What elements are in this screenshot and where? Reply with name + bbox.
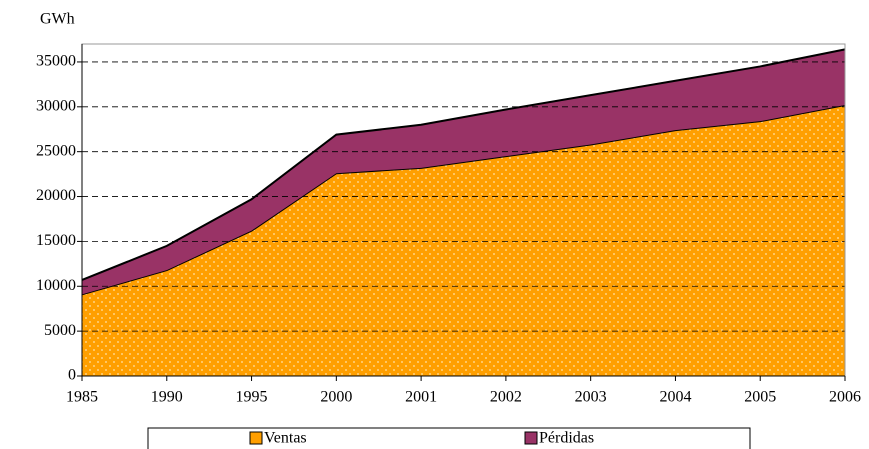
legend-swatch	[249, 431, 263, 445]
y-tick-label: 30000	[36, 97, 76, 114]
area-line	[81, 104, 846, 296]
y-tick-label: 15000	[36, 232, 76, 249]
y-axis-label: GWh	[40, 11, 75, 28]
legend-swatch	[524, 431, 538, 445]
legend-label: Ventas	[264, 430, 307, 447]
x-tick-label: 2002	[490, 389, 522, 406]
area-line	[81, 48, 846, 281]
y-tick-label: 25000	[36, 142, 76, 159]
x-tick-label: 2004	[659, 389, 691, 406]
legend-box	[147, 427, 751, 449]
legend-label: Pérdidas	[539, 430, 594, 447]
y-tick-label: 5000	[44, 322, 76, 339]
legend: Ventas Pérdidas	[147, 427, 751, 449]
area-pattern	[82, 105, 845, 377]
x-tick-label: 1995	[236, 389, 268, 406]
x-tick-label: 2006	[829, 389, 861, 406]
y-tick-label: 20000	[36, 187, 76, 204]
area	[82, 49, 845, 295]
y-tick-label: 10000	[36, 277, 76, 294]
y-tick-label: 35000	[36, 53, 76, 70]
x-tick-label: 2001	[405, 389, 437, 406]
x-tick-label: 2000	[320, 389, 352, 406]
y-tick-label: 0	[68, 367, 76, 384]
x-tick-label: 1990	[151, 389, 183, 406]
x-tick-label: 2005	[744, 389, 776, 406]
x-tick-label: 1985	[66, 389, 98, 406]
x-tick-label: 2003	[575, 389, 607, 406]
